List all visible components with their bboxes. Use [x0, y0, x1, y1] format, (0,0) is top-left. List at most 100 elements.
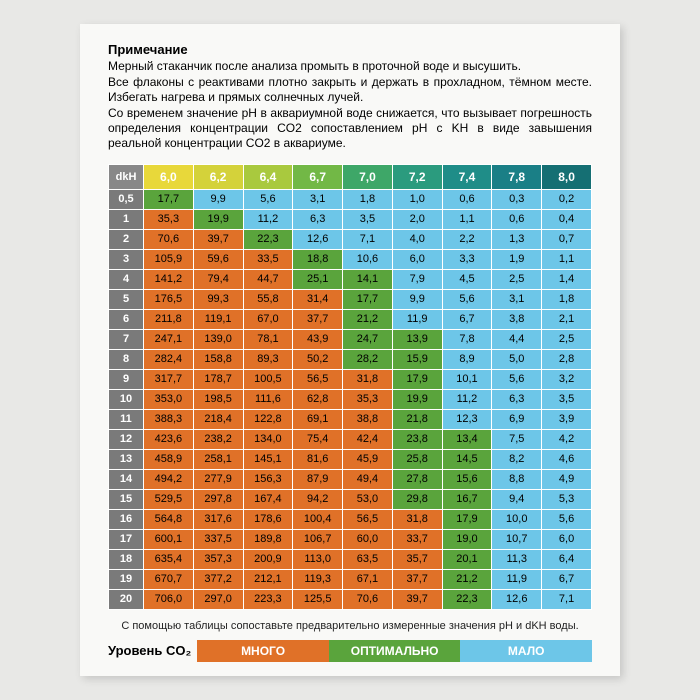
co2-cell: 39,7	[193, 229, 243, 249]
co2-cell: 9,4	[492, 489, 542, 509]
ph-header: 7,8	[492, 164, 542, 189]
co2-cell: 35,7	[392, 549, 442, 569]
co2-cell: 5,0	[492, 349, 542, 369]
dkh-value: 19	[109, 569, 144, 589]
co2-cell: 600,1	[144, 529, 194, 549]
dkh-value: 9	[109, 369, 144, 389]
ph-header: 6,4	[243, 164, 293, 189]
co2-cell: 31,8	[343, 369, 393, 389]
co2-cell: 7,1	[343, 229, 393, 249]
co2-cell: 238,2	[193, 429, 243, 449]
legend-few: МАЛО	[460, 640, 592, 662]
co2-cell: 218,4	[193, 409, 243, 429]
co2-cell: 1,0	[392, 189, 442, 209]
co2-cell: 5,6	[243, 189, 293, 209]
co2-cell: 1,1	[542, 249, 592, 269]
co2-cell: 317,6	[193, 509, 243, 529]
co2-cell: 0,2	[542, 189, 592, 209]
co2-cell: 4,9	[542, 469, 592, 489]
co2-cell: 6,4	[542, 549, 592, 569]
co2-cell: 357,3	[193, 549, 243, 569]
co2-cell: 3,8	[492, 309, 542, 329]
co2-cell: 178,6	[243, 509, 293, 529]
co2-cell: 3,1	[293, 189, 343, 209]
co2-cell: 18,8	[293, 249, 343, 269]
co2-cell: 105,9	[144, 249, 194, 269]
instruction-sheet: Примечание Мерный стаканчик после анализ…	[80, 24, 620, 675]
co2-cell: 353,0	[144, 389, 194, 409]
ph-header: 6,2	[193, 164, 243, 189]
co2-cell: 10,7	[492, 529, 542, 549]
co2-cell: 4,4	[492, 329, 542, 349]
co2-cell: 62,8	[293, 389, 343, 409]
co2-cell: 258,1	[193, 449, 243, 469]
co2-cell: 3,9	[542, 409, 592, 429]
co2-cell: 35,3	[343, 389, 393, 409]
co2-cell: 56,5	[343, 509, 393, 529]
co2-cell: 14,1	[343, 269, 393, 289]
co2-cell: 11,9	[492, 569, 542, 589]
co2-cell: 2,1	[542, 309, 592, 329]
co2-cell: 134,0	[243, 429, 293, 449]
co2-cell: 3,1	[492, 289, 542, 309]
co2-cell: 6,3	[492, 389, 542, 409]
co2-cell: 145,1	[243, 449, 293, 469]
co2-cell: 100,5	[243, 369, 293, 389]
co2-cell: 247,1	[144, 329, 194, 349]
co2-cell: 2,0	[392, 209, 442, 229]
dkh-value: 11	[109, 409, 144, 429]
co2-cell: 38,8	[343, 409, 393, 429]
co2-cell: 5,3	[542, 489, 592, 509]
table-subtext: С помощью таблицы сопоставьте предварите…	[108, 620, 592, 632]
note-text: Мерный стаканчик после анализа промыть в…	[108, 59, 592, 151]
co2-cell: 10,1	[442, 369, 492, 389]
co2-cell: 297,8	[193, 489, 243, 509]
dkh-value: 18	[109, 549, 144, 569]
dkh-value: 17	[109, 529, 144, 549]
co2-cell: 211,8	[144, 309, 194, 329]
co2-cell: 1,8	[343, 189, 393, 209]
co2-cell: 60,0	[343, 529, 393, 549]
co2-cell: 17,9	[442, 509, 492, 529]
co2-cell: 42,4	[343, 429, 393, 449]
co2-cell: 17,7	[343, 289, 393, 309]
co2-cell: 39,7	[392, 589, 442, 609]
co2-cell: 15,9	[392, 349, 442, 369]
co2-cell: 6,3	[293, 209, 343, 229]
co2-cell: 12,6	[492, 589, 542, 609]
co2-cell: 17,9	[392, 369, 442, 389]
co2-cell: 388,3	[144, 409, 194, 429]
co2-cell: 70,6	[144, 229, 194, 249]
co2-cell: 158,8	[193, 349, 243, 369]
co2-cell: 282,4	[144, 349, 194, 369]
co2-cell: 119,3	[293, 569, 343, 589]
co2-cell: 564,8	[144, 509, 194, 529]
co2-cell: 12,3	[442, 409, 492, 429]
co2-cell: 6,0	[392, 249, 442, 269]
dkh-value: 8	[109, 349, 144, 369]
co2-cell: 11,2	[442, 389, 492, 409]
co2-cell: 13,9	[392, 329, 442, 349]
co2-cell: 0,7	[542, 229, 592, 249]
co2-cell: 10,6	[343, 249, 393, 269]
co2-cell: 50,2	[293, 349, 343, 369]
co2-cell: 141,2	[144, 269, 194, 289]
co2-cell: 5,6	[542, 509, 592, 529]
dkh-value: 13	[109, 449, 144, 469]
co2-cell: 79,4	[193, 269, 243, 289]
co2-cell: 458,9	[144, 449, 194, 469]
co2-cell: 28,2	[343, 349, 393, 369]
co2-cell: 377,2	[193, 569, 243, 589]
dkh-value: 20	[109, 589, 144, 609]
dkh-value: 3	[109, 249, 144, 269]
co2-cell: 81,6	[293, 449, 343, 469]
co2-cell: 6,0	[542, 529, 592, 549]
co2-cell: 21,8	[392, 409, 442, 429]
co2-cell: 63,5	[343, 549, 393, 569]
co2-cell: 19,9	[392, 389, 442, 409]
co2-cell: 10,0	[492, 509, 542, 529]
co2-cell: 529,5	[144, 489, 194, 509]
co2-cell: 19,9	[193, 209, 243, 229]
co2-cell: 69,1	[293, 409, 343, 429]
co2-cell: 8,2	[492, 449, 542, 469]
